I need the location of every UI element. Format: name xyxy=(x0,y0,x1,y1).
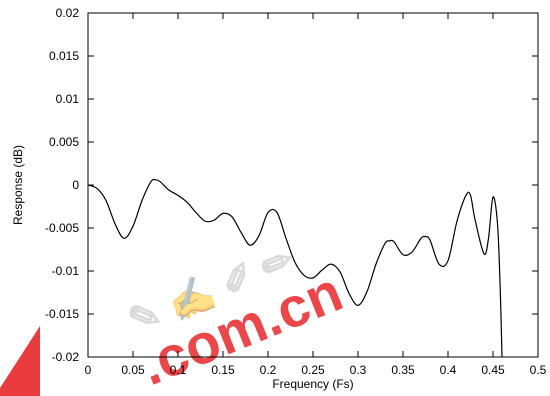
x-tick-label: 0.35 xyxy=(391,363,415,377)
y-tick-label: -0.005 xyxy=(45,221,79,235)
x-tick-label: 0.15 xyxy=(211,363,235,377)
x-tick-label: 0.25 xyxy=(301,363,325,377)
y-tick-label: 0.02 xyxy=(56,6,80,20)
watermark-red-block xyxy=(0,326,40,396)
y-tick-label: -0.015 xyxy=(45,307,79,321)
x-tick-label: 0.2 xyxy=(260,363,277,377)
y-tick-label: -0.01 xyxy=(52,264,80,278)
x-axis: 0 0.05 0.1 0.15 0.2 0.25 0.3 0.35 0.4 0.45 0.5 xyxy=(85,13,547,377)
x-tick-label: 0.05 xyxy=(121,363,145,377)
x-tick-label: 0.5 xyxy=(530,363,547,377)
y-tick-label: 0 xyxy=(72,178,79,192)
series-line xyxy=(87,178,503,358)
y-axis-title: Response (dB) xyxy=(11,145,25,225)
x-tick-label: 0.1 xyxy=(170,363,187,377)
y-tick-label: 0.015 xyxy=(49,49,79,63)
x-tick-label: 0.45 xyxy=(481,363,505,377)
x-axis-title: Frequency (Fs) xyxy=(272,377,353,391)
y-axis: 0.02 0.015 0.01 0.005 0 -0.005 -0.01 -0.015 -0.0… xyxy=(45,6,538,364)
x-tick-label: 0.4 xyxy=(440,363,457,377)
y-tick-label: 0.005 xyxy=(49,135,79,149)
y-tick-label: 0.01 xyxy=(56,92,80,106)
x-tick-label: 0 xyxy=(85,363,92,377)
x-tick-label: 0.3 xyxy=(350,363,367,377)
y-tick-label: -0.02 xyxy=(52,350,80,364)
